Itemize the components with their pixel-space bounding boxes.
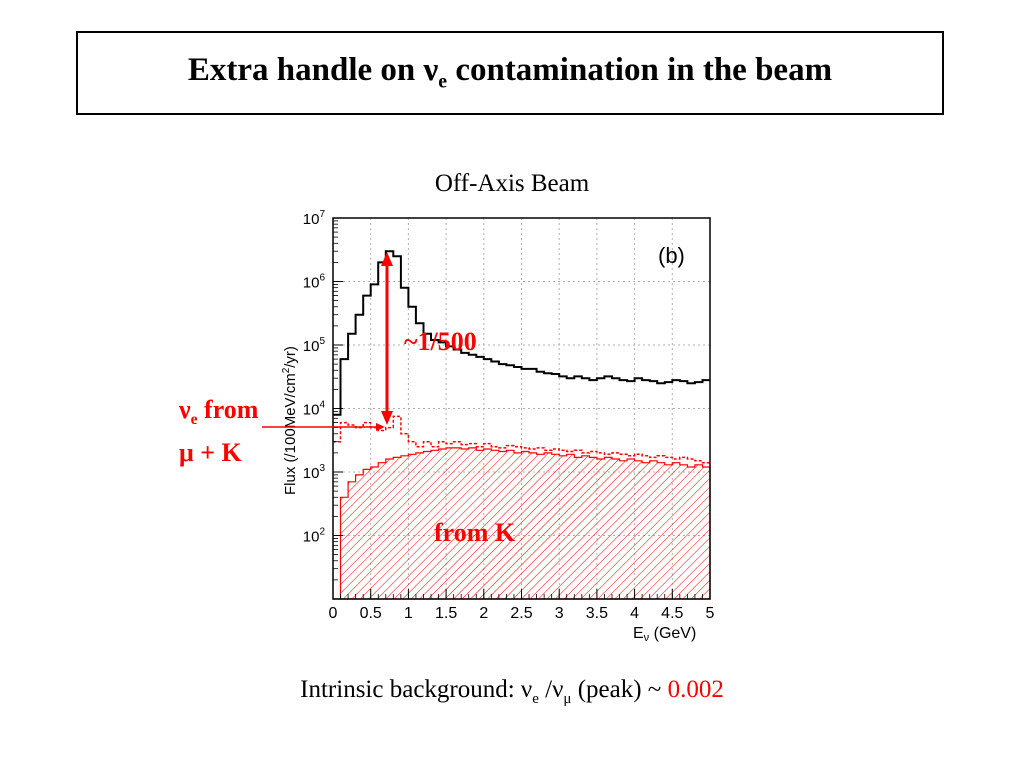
x-tick-label-6: 3 (555, 605, 564, 622)
x-tick-label-9: 4.5 (661, 605, 683, 622)
y-tick-label-2: 104 (303, 400, 326, 419)
ratio-arrow-head-up (381, 252, 393, 266)
ratio-arrow-head-down (381, 411, 393, 425)
title-box: Extra handle on νe contamination in the … (76, 31, 944, 115)
x-tick-label-8: 4 (630, 605, 639, 622)
y-axis-label: Flux (/100MeV/cm2/yr) (281, 346, 299, 495)
x-tick-label-4: 2 (479, 605, 488, 622)
x-axis-label: Eν (GeV) (633, 625, 696, 644)
series-layer (333, 250, 711, 600)
nue-pointer-arrow-head (376, 423, 385, 431)
intrinsic-background-text: Intrinsic background: νe /νμ (peak) ~ 0.… (300, 676, 724, 707)
x-tick-label-10: 5 (706, 605, 715, 622)
x-tick-label-3: 1.5 (435, 605, 457, 622)
x-tick-label-5: 2.5 (510, 605, 532, 622)
y-tick-label-1: 103 (303, 463, 326, 482)
y-tick-label-5: 107 (303, 209, 326, 228)
ratio-annotation: ~1/500 (404, 327, 477, 356)
chart-subtitle: Off-Axis Beam (434, 170, 590, 197)
from-k-annotation: from K (434, 518, 516, 547)
background-value: 0.002 (667, 676, 724, 703)
nue-from-mu-k-annotation: νe from μ + K (179, 395, 259, 468)
slide-title: Extra handle on νe contamination in the … (187, 52, 833, 93)
y-tick-label-0: 102 (303, 527, 326, 546)
axes: 0 0.5 1 1.5 2 2.5 3 3.5 4 4.5 5 102 103 104 105 106 107 (303, 209, 715, 622)
series-line-1 (333, 415, 710, 464)
series-line-0 (333, 250, 710, 416)
x-tick-label-1: 0.5 (360, 605, 382, 622)
grid (332, 217, 711, 599)
x-tick-label-2: 1 (404, 605, 413, 622)
series-line-2 (333, 447, 711, 600)
panel-label: (b) (658, 243, 685, 268)
x-tick-label-7: 3.5 (586, 605, 608, 622)
x-tick-label-0: 0 (329, 605, 338, 622)
y-tick-label-4: 106 (303, 273, 326, 292)
y-tick-label-3: 105 (303, 336, 326, 355)
